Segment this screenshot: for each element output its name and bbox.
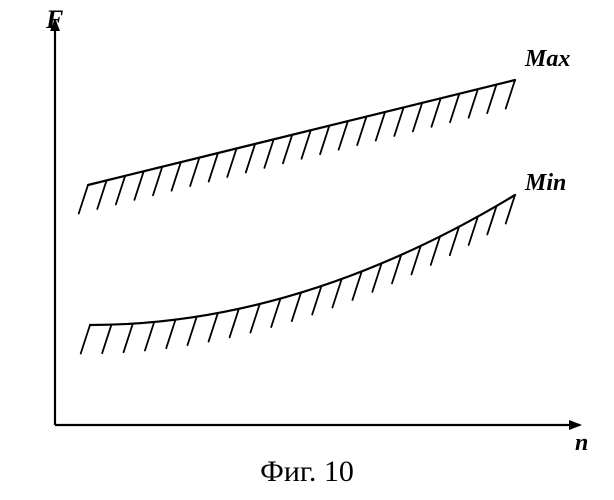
figure-caption: Фиг. 10 — [0, 455, 614, 489]
diagram-container: F n Max Min Фиг. 10 — [0, 0, 614, 500]
min-curve-label: Min — [525, 170, 566, 197]
max-curve-label: Max — [525, 46, 570, 73]
diagram-svg — [0, 0, 614, 500]
y-axis-label: F — [46, 5, 63, 35]
x-axis-label: n — [575, 430, 588, 457]
